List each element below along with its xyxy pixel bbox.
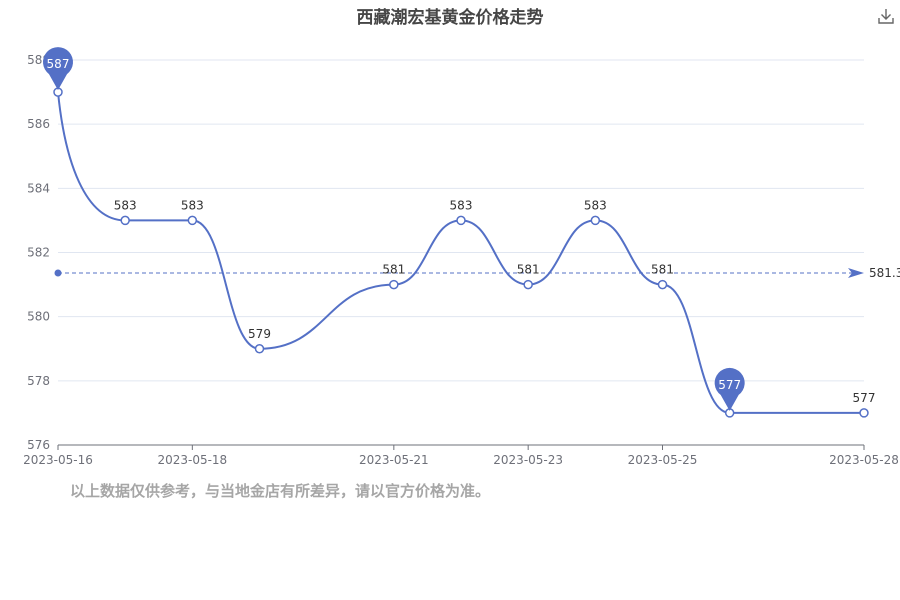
data-point [590, 215, 601, 226]
max-marker-label: 587 [47, 57, 70, 71]
x-tick-label: 2023-05-23 [493, 453, 563, 467]
data-label: 583 [181, 198, 204, 212]
data-label: 581 [382, 263, 405, 277]
min-marker-label: 577 [718, 378, 741, 392]
y-tick-label: 576 [27, 438, 50, 452]
data-point [120, 215, 130, 226]
download-icon[interactable] [876, 6, 896, 26]
x-tick-label: 2023-05-18 [157, 453, 227, 467]
data-label: 581 [651, 263, 674, 277]
x-tick-label: 2023-05-25 [628, 453, 698, 467]
y-tick-label: 584 [27, 181, 50, 195]
data-point [859, 408, 869, 418]
average-arrow [848, 268, 864, 279]
x-axis: 2023-05-16 2023-05-18 2023-05-21 2023-05-23… [23, 444, 899, 467]
data-point [657, 279, 668, 290]
data-point [389, 279, 399, 290]
average-label: 581.36 [869, 266, 900, 280]
data-points [53, 87, 869, 418]
min-marker-pin [714, 367, 745, 411]
y-tick-label: 586 [27, 117, 50, 131]
average-line: 581.36 [54, 266, 900, 280]
data-point [456, 215, 466, 226]
data-label: 583 [584, 198, 607, 212]
data-label: 581 [517, 263, 540, 277]
data-label: 583 [114, 198, 137, 212]
y-tick-label: 582 [27, 246, 50, 260]
x-tick-label: 2023-05-21 [359, 453, 429, 467]
chart-title: 西藏潮宏基黄金价格走势 [356, 8, 544, 28]
data-label: 579 [248, 327, 271, 341]
data-point [187, 215, 198, 226]
data-label: 577 [853, 391, 876, 405]
disclaimer-text: 以上数据仅供参考，与当地金店有所差异，请以官方价格为准。 [70, 482, 491, 500]
data-point [523, 279, 533, 290]
extreme-markers: 587 577 [43, 47, 745, 411]
max-marker-pin [43, 47, 73, 91]
data-labels: 583 583 579 581 583 581 583 581 577 [114, 198, 876, 404]
x-tick-label: 2023-05-16 [23, 453, 93, 467]
y-tick-label: 578 [27, 374, 50, 388]
y-tick-label: 580 [27, 310, 50, 324]
x-tick-label: 2023-05-28 [829, 453, 899, 467]
data-point [254, 344, 265, 354]
data-label: 583 [450, 198, 473, 212]
